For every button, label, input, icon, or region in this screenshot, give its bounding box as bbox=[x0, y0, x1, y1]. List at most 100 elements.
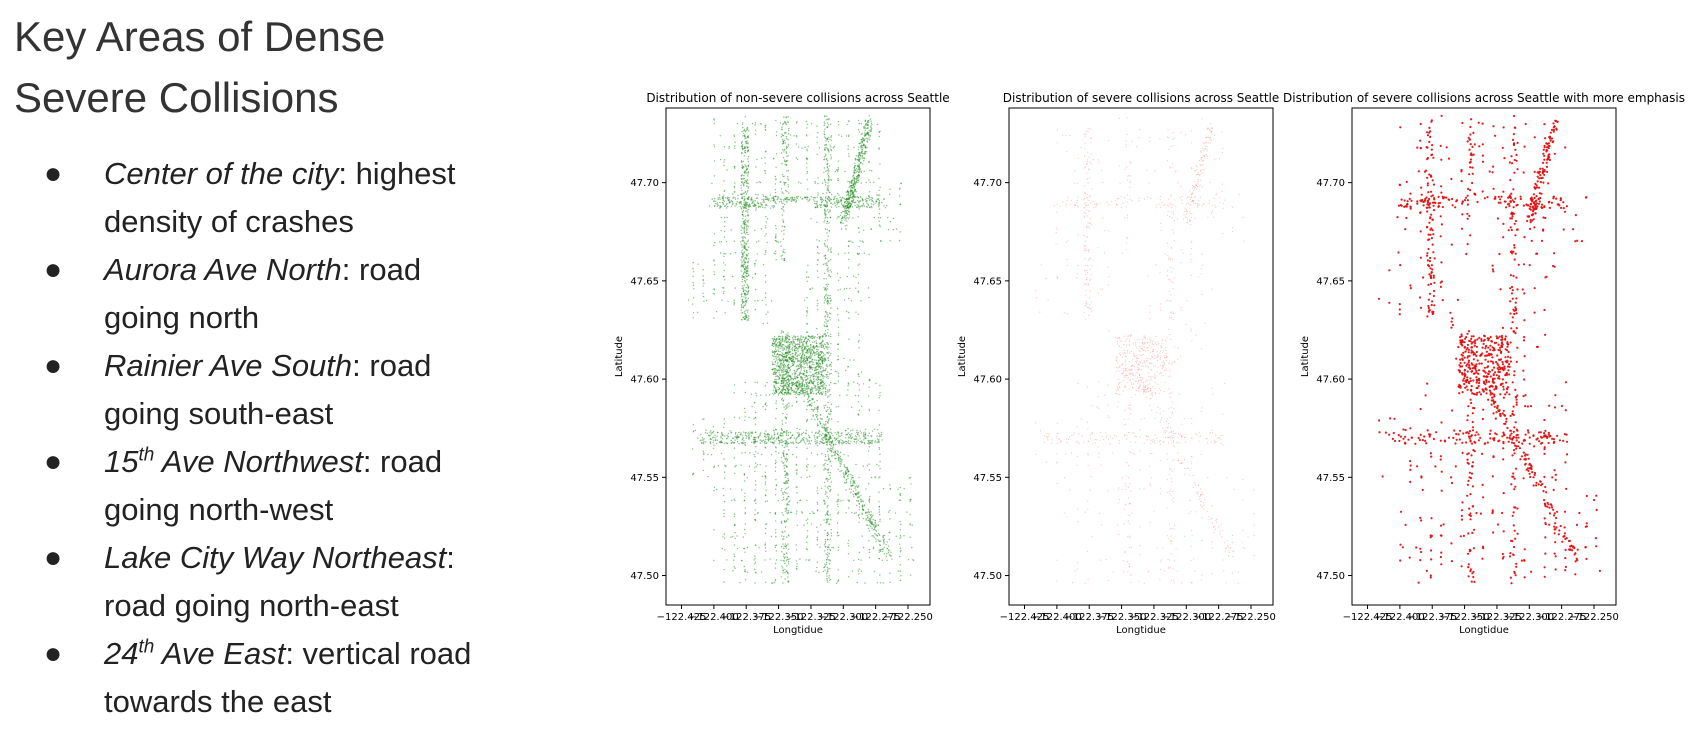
scatter-point bbox=[723, 509, 725, 511]
scatter-point bbox=[862, 435, 865, 438]
scatter-point bbox=[826, 160, 829, 162]
scatter-point bbox=[826, 406, 829, 408]
scatter-point bbox=[744, 265, 747, 268]
scatter-point bbox=[795, 437, 797, 440]
scatter-point bbox=[826, 262, 828, 264]
scatter-point bbox=[741, 246, 743, 248]
scatter-point bbox=[868, 511, 870, 514]
scatter-point bbox=[813, 384, 815, 386]
scatter-point bbox=[846, 194, 848, 196]
scatter-point bbox=[787, 572, 789, 574]
scatter-point bbox=[825, 264, 828, 266]
scatter-point bbox=[691, 448, 694, 450]
scatter-point bbox=[737, 194, 739, 196]
scatter-point bbox=[854, 162, 856, 164]
scatter-point bbox=[788, 501, 790, 503]
scatter-point bbox=[730, 205, 733, 207]
scatter-point bbox=[855, 494, 857, 496]
scatter-point bbox=[878, 177, 880, 180]
scatter-point bbox=[857, 395, 860, 397]
scatter-point bbox=[825, 283, 828, 286]
scatter-point bbox=[858, 476, 860, 479]
scatter-point bbox=[740, 201, 743, 203]
scatter-point bbox=[785, 366, 787, 368]
scatter-point bbox=[828, 211, 830, 213]
scatter-point bbox=[853, 559, 855, 561]
scatter-point bbox=[826, 204, 828, 207]
scatter-point bbox=[853, 169, 855, 171]
scatter-point bbox=[864, 433, 866, 436]
scatter-point bbox=[766, 199, 768, 201]
scatter-point bbox=[820, 487, 823, 489]
scatter-point bbox=[827, 463, 829, 466]
scatter-point bbox=[757, 452, 759, 455]
scatter-point bbox=[857, 158, 860, 160]
scatter-point bbox=[742, 215, 745, 217]
scatter-point bbox=[806, 376, 808, 378]
scatter-point bbox=[783, 450, 785, 452]
scatter-point bbox=[780, 366, 782, 368]
scatter-point bbox=[837, 334, 840, 337]
scatter-point bbox=[744, 419, 746, 421]
scatter-point bbox=[713, 160, 716, 162]
scatter-point bbox=[873, 570, 875, 573]
scatter-point bbox=[819, 363, 821, 365]
scatter-point bbox=[800, 335, 802, 337]
scatter-point bbox=[824, 245, 826, 247]
scatter-point bbox=[770, 535, 773, 538]
scatter-point bbox=[857, 433, 859, 435]
scatter-point bbox=[828, 171, 830, 173]
scatter-point bbox=[741, 144, 744, 146]
scatter-point bbox=[829, 490, 831, 492]
scatter-point bbox=[858, 384, 860, 386]
scatter-point bbox=[853, 484, 855, 487]
scatter-point bbox=[866, 147, 868, 149]
scatter-point bbox=[727, 205, 729, 208]
scatter-point bbox=[828, 177, 830, 179]
scatter-point bbox=[791, 383, 794, 385]
scatter-point bbox=[856, 200, 859, 202]
scatter-point bbox=[867, 527, 870, 530]
scatter-point bbox=[836, 450, 838, 452]
scatter-point bbox=[803, 400, 805, 402]
scatter-point bbox=[748, 438, 750, 440]
scatter-point bbox=[741, 189, 743, 192]
scatter-point bbox=[785, 152, 788, 154]
scatter-point bbox=[883, 534, 885, 537]
scatter-point bbox=[826, 492, 828, 494]
scatter-point bbox=[764, 281, 767, 283]
scatter-point bbox=[797, 387, 799, 390]
scatter-point bbox=[839, 462, 841, 465]
scatter-point bbox=[743, 272, 745, 274]
scatter-point bbox=[837, 202, 839, 204]
scatter-point bbox=[710, 430, 712, 432]
scatter-point bbox=[824, 424, 826, 426]
scatter-point bbox=[827, 328, 829, 331]
scatter-point bbox=[710, 454, 713, 456]
scatter-point bbox=[822, 432, 824, 435]
scatter-point bbox=[768, 440, 770, 442]
scatter-point bbox=[742, 148, 744, 151]
scatter-point bbox=[860, 570, 862, 572]
scatter-point bbox=[830, 307, 832, 309]
scatter-point bbox=[770, 441, 772, 443]
scatter-point bbox=[827, 448, 829, 450]
scatter-point bbox=[799, 499, 801, 502]
scatter-point bbox=[816, 444, 818, 447]
scatter-point bbox=[789, 356, 791, 359]
scatter-point bbox=[879, 186, 881, 188]
scatter-point bbox=[790, 200, 792, 202]
area-name-suffix: th bbox=[138, 444, 155, 466]
scatter-point bbox=[739, 241, 742, 243]
scatter-point bbox=[778, 372, 780, 374]
scatter-point bbox=[781, 420, 783, 422]
scatter-point bbox=[714, 205, 716, 207]
scatter-point bbox=[826, 566, 828, 568]
scatter-point bbox=[785, 117, 788, 119]
scatter-point bbox=[803, 395, 805, 397]
scatter-point bbox=[840, 199, 842, 201]
scatter-point bbox=[830, 250, 832, 252]
scatter-point bbox=[782, 250, 784, 252]
scatter-point bbox=[852, 479, 854, 482]
scatter-point bbox=[723, 146, 726, 148]
